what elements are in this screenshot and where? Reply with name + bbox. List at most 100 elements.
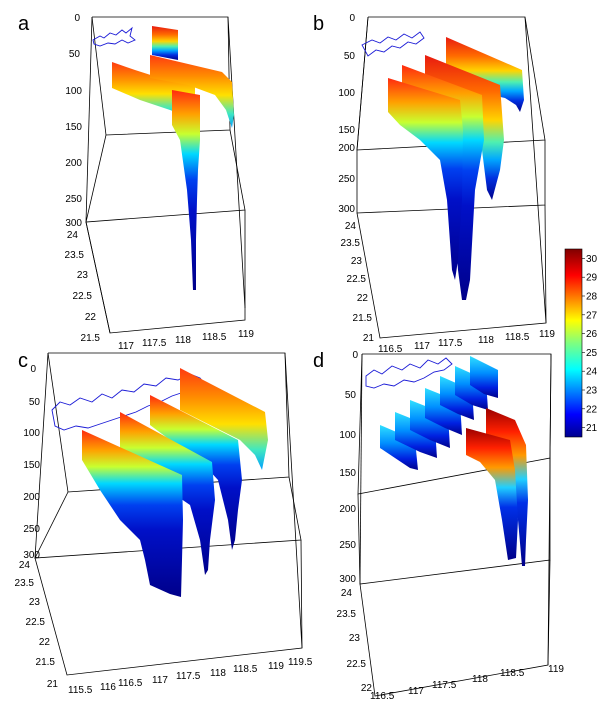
panel-c-lon-tick: 115.5	[68, 685, 93, 696]
panel-a-lon-tick: 118	[175, 335, 191, 346]
colorbar-tick-label: 22	[586, 404, 598, 415]
panel-a-z-tick: 100	[65, 86, 82, 97]
panel-b-lat-tick: 22	[357, 293, 369, 304]
panel-c-lat-tick: 24	[19, 560, 31, 571]
panel-c-z-ticks: 0 50 100 150 200 250 300	[23, 364, 40, 561]
panel-a-lon-ticks: 117 117.5 118 118.5 119	[118, 329, 254, 352]
panel-c-lat-tick: 21.5	[36, 657, 56, 668]
panel-a-z-tick: 0	[74, 13, 80, 24]
panel-a-lon-tick: 117	[118, 341, 134, 352]
colorbar-ticks: 30 29 28 27 26 25 24 23 22 21	[582, 254, 598, 434]
panel-a-lat-tick: 22.5	[73, 291, 93, 302]
panel-c-lat-tick: 23	[29, 597, 41, 608]
panel-c-z-tick: 300	[23, 550, 40, 561]
panel-a-lat-tick: 23	[77, 270, 89, 281]
panel-label-c: c	[18, 350, 28, 372]
panel-c-lat-tick: 23.5	[15, 578, 35, 589]
panel-d-lat-tick: 23	[349, 633, 361, 644]
panel-d-z-tick: 50	[345, 390, 357, 401]
panel-label-b: b	[313, 13, 324, 35]
panel-a-z-ticks: 0 50 100 150 200 250 300	[65, 13, 82, 229]
colorbar: 30 29 28 27 26 25 24 23 22 21	[564, 248, 598, 438]
panel-c-section-3	[120, 412, 215, 575]
colorbar-scale	[564, 248, 583, 438]
panel-a-section-2	[172, 90, 200, 290]
panel-b-z-ticks: 0 50 100 150 200 250 300	[338, 13, 355, 215]
panel-d-lat-tick: 22.5	[347, 659, 367, 670]
panel-d-z-tick: 100	[339, 430, 356, 441]
panel-b-lat-tick: 21	[363, 333, 375, 344]
colorbar-tick-label: 23	[586, 386, 598, 397]
panel-d-z-tick: 300	[339, 574, 356, 585]
panel-c-lon-tick: 119	[268, 661, 284, 672]
panel-a-lat-tick: 24	[67, 230, 79, 241]
panel-a-z-tick: 50	[69, 49, 81, 60]
panel-d-section-7	[470, 356, 498, 398]
panel-c-lon-tick: 118	[210, 668, 226, 679]
panel-b-coastline	[361, 31, 425, 57]
panel-b-z-tick: 100	[338, 88, 355, 99]
panel-c-section-1	[180, 368, 268, 470]
panel-b-lat-tick: 21.5	[353, 313, 373, 324]
panel-c-z-tick: 100	[23, 428, 40, 439]
panel-a-lon-tick: 117.5	[142, 338, 167, 349]
panel-a-z-tick: 250	[65, 194, 82, 205]
panel-a-lat-tick: 23.5	[65, 250, 85, 261]
panel-d-lon-tick: 117.5	[432, 680, 457, 691]
panel-a-lon-tick: 119	[238, 329, 254, 340]
panel-c-lon-tick: 117.5	[176, 671, 201, 682]
panel-c-lon-tick: 117	[152, 675, 168, 686]
panel-d: 0 50 100 150 200 250 300 24 23.5 23 22.5…	[337, 350, 565, 702]
panel-d-section-6	[455, 366, 488, 410]
colorbar-tick-label: 26	[586, 329, 598, 340]
panel-c-lat-ticks: 24 23.5 23 22.5 22 21.5 21	[15, 560, 59, 690]
panel-d-z-tick: 250	[339, 540, 356, 551]
panel-c-lon-tick: 116.5	[118, 678, 143, 689]
panel-d-coastline	[365, 357, 453, 389]
panel-c-lat-tick: 22	[39, 637, 51, 648]
panel-c-lat-tick: 21	[47, 679, 59, 690]
panel-d-z-tick: 200	[339, 504, 356, 515]
panel-b-z-tick: 250	[338, 174, 355, 185]
panel-c-lon-tick: 116	[100, 682, 116, 693]
panel-b-lon-tick: 118.5	[505, 332, 530, 343]
panel-d-lat-ticks: 24 23.5 23 22.5 22	[337, 588, 373, 694]
panel-d-z-ticks: 0 50 100 150 200 250 300	[339, 350, 358, 585]
panel-c-z-tick: 150	[23, 460, 40, 471]
panel-d-z-tick: 150	[339, 468, 356, 479]
panel-c-lon-tick: 119.5	[288, 657, 313, 668]
panel-b-lon-tick: 118	[478, 335, 494, 346]
panel-b-lon-tick: 116.5	[378, 344, 403, 355]
panel-b: 0 50 100 150 200 250 300 24 23.5 23 22.5…	[338, 13, 555, 355]
panel-b-z-tick: 50	[344, 51, 356, 62]
panel-a-z-tick: 300	[65, 218, 82, 229]
panel-b-lon-tick: 119	[539, 329, 555, 340]
panel-d-lon-tick: 117	[408, 686, 424, 697]
panel-a-box	[85, 16, 246, 334]
panel-b-lat-ticks: 24 23.5 23 22.5 22 21.5 21	[341, 221, 375, 344]
colorbar-tick-label: 29	[586, 273, 598, 284]
panel-d-section-5	[440, 376, 474, 420]
panel-a-z-tick: 150	[65, 122, 82, 133]
panel-a: 0 50 100 150 200 250 300 24 23.5 23 22.5…	[65, 13, 255, 352]
panel-c-z-tick: 200	[23, 492, 40, 503]
colorbar-tick-label: 28	[586, 292, 598, 303]
panel-b-z-tick: 0	[349, 13, 355, 24]
panel-c-lon-ticks: 115.5 116 116.5 117 117.5 118 118.5 119 …	[68, 657, 313, 696]
panel-b-section-3	[402, 65, 484, 300]
panel-b-z-tick: 300	[338, 204, 355, 215]
panel-a-lon-tick: 118.5	[202, 332, 227, 343]
panel-b-z-tick: 200	[338, 143, 355, 154]
panel-label-d: d	[313, 350, 324, 372]
panel-d-lat-tick: 23.5	[337, 609, 357, 620]
panel-d-lon-tick: 119	[548, 664, 564, 675]
panel-c: 0 50 100 150 200 250 300 24 23.5 23 22.5…	[15, 352, 313, 696]
panel-d-lon-ticks: 116.5 117 117.5 118 118.5 119	[370, 664, 564, 702]
panel-d-lat-tick: 22	[361, 683, 373, 694]
colorbar-tick-label: 30	[586, 254, 598, 265]
colorbar-tick-label: 21	[586, 423, 598, 434]
panel-b-z-tick: 150	[338, 125, 355, 136]
panel-a-section-4	[150, 55, 234, 128]
panel-b-lon-ticks: 116.5 117 117.5 118 118.5 119	[378, 329, 555, 355]
colorbar-tick-label: 24	[586, 367, 598, 378]
